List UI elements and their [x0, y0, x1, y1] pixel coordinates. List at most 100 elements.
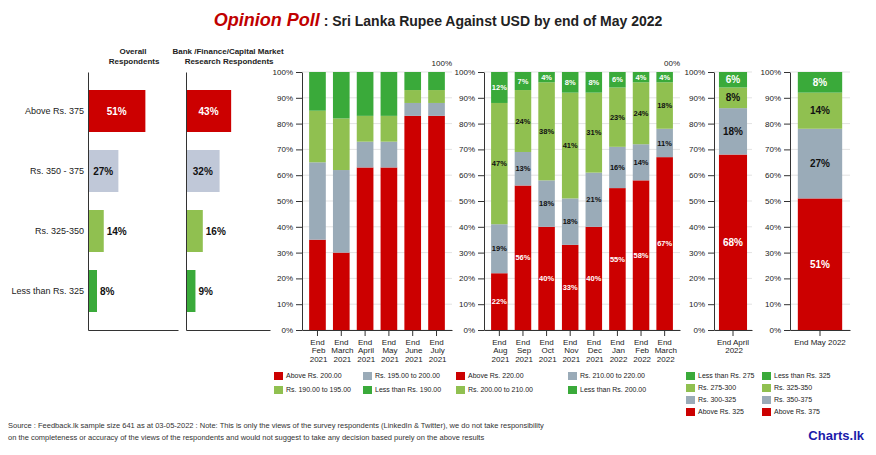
- axis: [187, 330, 271, 331]
- legend-item: Rs. 190.00 to 195.00: [274, 386, 351, 394]
- bar-segment: [404, 103, 421, 116]
- tick-label: 10%: [277, 300, 293, 309]
- tick-label: 20%: [277, 274, 293, 283]
- data-label: 18%: [563, 217, 578, 226]
- bar: [88, 270, 97, 312]
- data-label: 18%: [539, 199, 554, 208]
- tick: End June 2021: [403, 330, 424, 364]
- tick-mark: [478, 98, 484, 99]
- tick: 40%: [689, 223, 714, 232]
- tick: End Feb 2022: [631, 330, 652, 364]
- text-line: 2022: [723, 346, 744, 355]
- bars: [491, 72, 673, 330]
- data-label: 6%: [612, 75, 623, 84]
- bar-segment: [609, 87, 626, 146]
- tick-label: End May 2021: [379, 338, 400, 365]
- tick-label: End April 2021: [355, 338, 376, 365]
- legend-item: Above Rs. 375: [762, 408, 820, 416]
- tick-mark: [708, 227, 714, 228]
- tick-mark: [522, 330, 523, 336]
- grid-line: [484, 304, 680, 305]
- bar-segment: [357, 167, 374, 330]
- legend-swatch: [686, 408, 695, 416]
- text-line: 2021: [427, 355, 448, 364]
- data-label: 7%: [518, 77, 529, 86]
- bar-segment: [357, 116, 374, 142]
- tick-mark: [784, 201, 790, 202]
- grid-line: [484, 252, 680, 253]
- tick: 40%: [459, 223, 484, 232]
- tick-mark: [708, 72, 714, 73]
- text-line: Oct: [539, 346, 554, 355]
- tick-mark: [708, 149, 714, 150]
- legend-label: Less than Rs. 200.00: [580, 386, 646, 393]
- text-line: 2021: [331, 355, 352, 364]
- bar-segment: [381, 167, 398, 330]
- tick-label: End Nov 2021: [560, 338, 581, 365]
- data-label: 21%: [586, 195, 601, 204]
- data-label: 38%: [539, 127, 554, 136]
- text-line: 2021: [537, 355, 558, 364]
- bar-segment: [656, 72, 673, 82]
- legend-item: Above Rs. 325: [686, 408, 744, 416]
- text-line: Feb: [309, 346, 326, 355]
- axis: 0%10%20%30%40%50%60%70%80%90%100%: [761, 68, 791, 335]
- bars: [798, 72, 842, 330]
- tick-label: 40%: [459, 223, 475, 232]
- tick: 100%: [273, 68, 302, 77]
- tick-label: 90%: [689, 94, 705, 103]
- tick: End Oct 2021: [537, 330, 558, 364]
- legend-item: Rs. 275-300: [686, 384, 736, 392]
- bar-segment: [719, 72, 747, 87]
- tick-label: 40%: [765, 223, 781, 232]
- tick-label: 30%: [459, 249, 475, 258]
- panel: 0%10%20%30%40%50%60%70%80%90%100%End Apr…: [685, 68, 753, 355]
- text-line: End April: [717, 338, 749, 347]
- data-label: 27%: [93, 166, 113, 177]
- tick-label: 70%: [765, 145, 781, 154]
- tick-mark: [296, 72, 302, 73]
- tick: 90%: [689, 94, 714, 103]
- data-label: 8%: [565, 78, 576, 87]
- tick: 60%: [765, 171, 790, 180]
- tick: 10%: [459, 300, 484, 309]
- legend-swatch: [456, 386, 465, 394]
- panel-title: Overall Respondents: [107, 47, 160, 66]
- bar-segment: [491, 224, 508, 273]
- legend-label: Rs. 275-300: [698, 384, 736, 391]
- data-label: 47%: [492, 159, 507, 168]
- bar-segment: [515, 72, 532, 90]
- text-line: End: [382, 338, 396, 347]
- tick: 90%: [277, 94, 302, 103]
- bar: [186, 90, 231, 132]
- tick: 50%: [765, 197, 790, 206]
- data-label: 6%: [726, 74, 741, 85]
- bar-segment: [538, 180, 555, 226]
- tick: End April 2021: [355, 330, 376, 364]
- tick-mark: [570, 330, 571, 336]
- tick-label: 30%: [765, 249, 781, 258]
- bar: [186, 270, 195, 312]
- grid-line: [484, 201, 680, 202]
- tick-label: 0%: [769, 326, 781, 335]
- tick: End Feb 2021: [307, 330, 328, 364]
- tick-label: 20%: [765, 274, 781, 283]
- tick-label: 90%: [459, 94, 475, 103]
- legend-label: Rs. 200.00 to 210.00: [468, 386, 533, 393]
- tick: 10%: [277, 300, 302, 309]
- tick-mark: [708, 201, 714, 202]
- data-label: 14%: [107, 226, 127, 237]
- data-label: 67%: [657, 239, 672, 248]
- tick: End April 2022: [717, 330, 749, 355]
- tick: 20%: [689, 274, 714, 283]
- tick: End July 2021: [427, 330, 448, 364]
- axis-line: [714, 73, 715, 331]
- tick-mark: [296, 175, 302, 176]
- axis-line: [302, 73, 303, 331]
- tick-label: 0%: [693, 326, 705, 335]
- text-line: 2021: [355, 355, 376, 364]
- tick-label: End Sep 2021: [513, 338, 534, 365]
- tick: 60%: [277, 171, 302, 180]
- tick-mark: [820, 330, 821, 336]
- bar-segment: [538, 82, 555, 180]
